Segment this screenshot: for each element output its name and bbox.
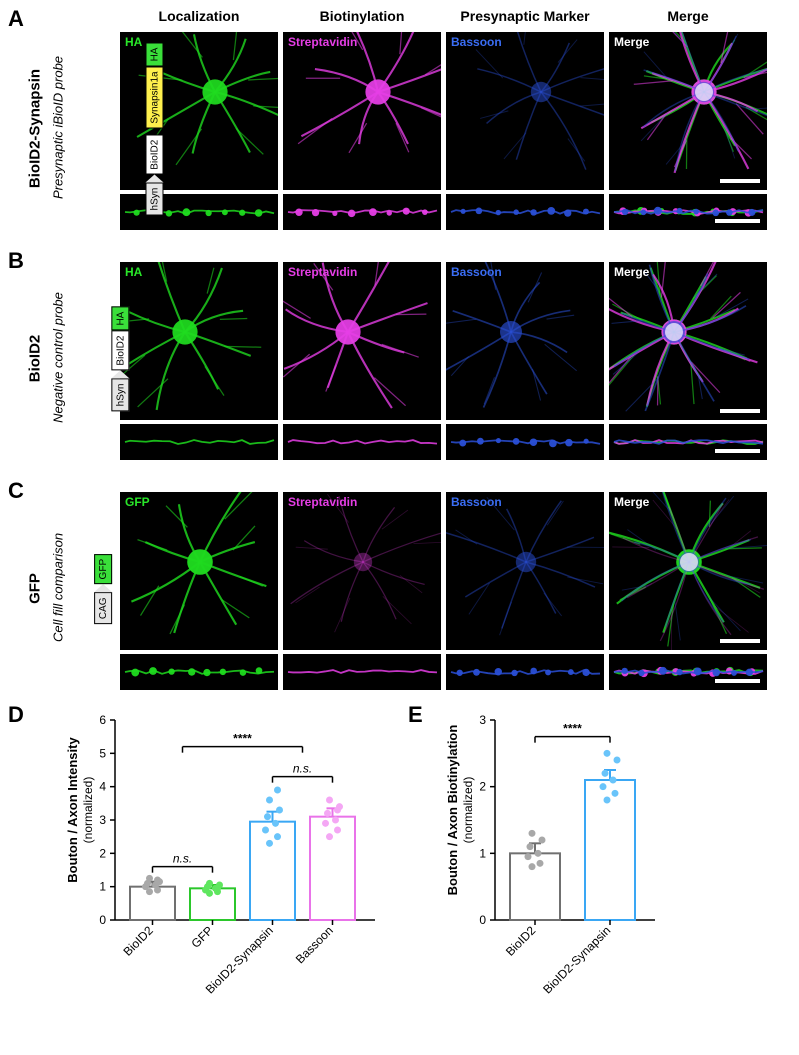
- cell-label: Merge: [614, 495, 649, 509]
- svg-text:5: 5: [99, 746, 106, 760]
- scale-bar: [720, 409, 760, 413]
- micrograph-cell: Bassoon: [446, 32, 604, 190]
- micrograph-strip: [283, 194, 441, 230]
- svg-text:n.s.: n.s.: [173, 852, 192, 866]
- svg-text:****: ****: [563, 722, 582, 736]
- construct-box: Synapsin1a: [145, 66, 163, 128]
- micrograph-strip: [446, 194, 604, 230]
- chart-e: Bouton / Axon Biotinylation (normalized)…: [440, 710, 700, 1045]
- scale-bar: [720, 639, 760, 643]
- chart-d-ylabel-sub: (normalized): [81, 777, 95, 844]
- svg-text:GFP: GFP: [188, 923, 215, 950]
- cell-label: Bassoon: [451, 265, 502, 279]
- scale-bar: [715, 219, 760, 223]
- column-header: Biotinylation: [283, 8, 441, 24]
- svg-text:BioID2: BioID2: [503, 923, 539, 959]
- micrograph-cell: GFP: [120, 492, 278, 650]
- row-label-main: BioID2: [27, 284, 44, 434]
- cell-label: Bassoon: [451, 35, 502, 49]
- cell-label: Merge: [614, 265, 649, 279]
- micrograph-strip: [283, 654, 441, 690]
- svg-text:2: 2: [99, 846, 106, 860]
- svg-text:****: ****: [233, 732, 252, 746]
- figure-root: A B C D E Localization Biotinylation Presy…: [0, 0, 799, 1055]
- cell-label: GFP: [125, 495, 150, 509]
- micrograph-strip: [120, 654, 278, 690]
- micrograph-cell: HA: [120, 262, 278, 420]
- svg-text:Bassoon: Bassoon: [293, 923, 336, 966]
- panel-letter-d: D: [8, 702, 24, 728]
- svg-text:1: 1: [99, 880, 106, 894]
- svg-text:2: 2: [479, 780, 486, 794]
- row-label-sub: Negative control probe: [51, 268, 66, 448]
- construct-box: GFP: [94, 554, 112, 585]
- micrograph-strip: [446, 654, 604, 690]
- micrograph-strip: [446, 424, 604, 460]
- cell-label: Streptavidin: [288, 265, 357, 279]
- row-label-main: BioID2-Synapsin: [27, 54, 44, 204]
- column-header: Localization: [120, 8, 278, 24]
- construct-box: HA: [145, 43, 163, 67]
- column-header: Presynaptic Marker: [446, 8, 604, 24]
- micrograph-cell: Streptavidin: [283, 262, 441, 420]
- svg-text:3: 3: [479, 713, 486, 727]
- cell-label: HA: [125, 265, 142, 279]
- micrograph-cell: Streptavidin: [283, 32, 441, 190]
- row-label-sub: Cell fill comparison: [51, 498, 66, 678]
- chart-d-svg: 0123456BioID2GFPBioID2-SynapsinBassoonn.…: [60, 710, 390, 1045]
- panel-letter-e: E: [408, 702, 423, 728]
- scale-bar: [715, 679, 760, 683]
- panel-letter-b: B: [8, 248, 24, 274]
- micrograph-cell: HA: [120, 32, 278, 190]
- micrograph-cell: Bassoon: [446, 492, 604, 650]
- svg-text:0: 0: [99, 913, 106, 927]
- construct-box: hSyn: [145, 183, 163, 216]
- chart-e-ylabel: Bouton / Axon Biotinylation: [445, 725, 460, 896]
- construct-box: BioID2: [111, 331, 129, 371]
- cell-label: Merge: [614, 35, 649, 49]
- micrograph-cell: Merge: [609, 492, 767, 650]
- micrograph-cell: Bassoon: [446, 262, 604, 420]
- cell-label: Streptavidin: [288, 495, 357, 509]
- construct-box: hSyn: [111, 379, 129, 412]
- svg-text:6: 6: [99, 713, 106, 727]
- svg-text:0: 0: [479, 913, 486, 927]
- construct-diagram: CAG GFP: [94, 554, 112, 624]
- micrograph-strip: [120, 194, 278, 230]
- column-header: Merge: [609, 8, 767, 24]
- chart-d-ylabel: Bouton / Axon Intensity: [65, 737, 80, 882]
- cell-label: Bassoon: [451, 495, 502, 509]
- construct-box: HA: [111, 307, 129, 331]
- construct-diagram: hSyn BioID2HA: [111, 307, 129, 412]
- micrograph-strip: [120, 424, 278, 460]
- cell-label: HA: [125, 35, 142, 49]
- construct-box: CAG: [94, 592, 112, 624]
- svg-text:3: 3: [99, 813, 106, 827]
- panel-letter-a: A: [8, 6, 24, 32]
- micrograph-strip: [283, 424, 441, 460]
- chart-e-ylabel-sub: (normalized): [461, 777, 475, 844]
- svg-text:4: 4: [99, 780, 106, 794]
- micrograph-strip: [609, 194, 767, 230]
- micrograph-cell: Merge: [609, 32, 767, 190]
- micrograph-cell: Streptavidin: [283, 492, 441, 650]
- micrograph-strip: [609, 424, 767, 460]
- micrograph-cell: Merge: [609, 262, 767, 420]
- construct-diagram: hSyn BioID2 Synapsin1aHA: [145, 43, 163, 216]
- scale-bar: [720, 179, 760, 183]
- chart-d: Bouton / Axon Intensity (normalized) 0 1 2…: [60, 710, 390, 1045]
- row-label-sub: Presynaptic iBioID probe: [51, 38, 66, 218]
- scale-bar: [715, 449, 760, 453]
- cell-label: Streptavidin: [288, 35, 357, 49]
- micrograph-strip: [609, 654, 767, 690]
- svg-text:1: 1: [479, 846, 486, 860]
- svg-text:BioID2: BioID2: [120, 923, 156, 959]
- construct-box: BioID2: [145, 135, 163, 175]
- row-label-main: GFP: [27, 514, 44, 664]
- chart-e-svg: 0 1 2 3 BioID2BioID2-Synapsin ****: [440, 710, 700, 1045]
- svg-text:BioID2-Synapsin: BioID2-Synapsin: [540, 923, 613, 996]
- svg-text:n.s.: n.s.: [293, 762, 312, 776]
- panel-letter-c: C: [8, 478, 24, 504]
